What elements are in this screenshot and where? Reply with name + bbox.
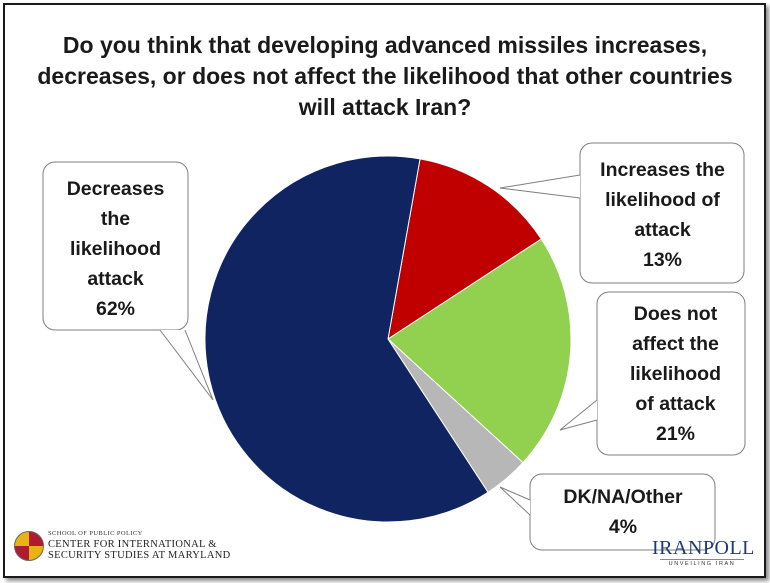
label-dk-na-other: DK/NA/Other 4% — [563, 486, 683, 538]
university-logo: SCHOOL OF PUBLIC POLICY CENTER FOR INTER… — [14, 528, 254, 568]
chart-title: Do you think that developing advanced mi… — [37, 32, 733, 120]
callout-decreases — [42, 161, 189, 331]
callout-decreases-pointer — [159, 329, 214, 401]
iranpoll-logo: IRANPOLL UNVEILING IRAN — [652, 537, 755, 568]
brand-tagline: UNVEILING IRAN — [660, 559, 744, 567]
slice-decreases — [204, 155, 489, 523]
seal-icon — [14, 531, 44, 561]
callout-increases — [579, 142, 745, 284]
slice-does-not-affect — [387, 238, 572, 464]
callout-dk-na-other-pointer — [499, 486, 531, 516]
label-does-not-affect: Does not affect the likelihood of attack… — [629, 303, 721, 445]
label-decreases: Decreases the likelihood attack 62% — [66, 178, 165, 320]
brand-name: IRANPOLL — [652, 537, 755, 559]
slice-increases — [387, 158, 542, 341]
school-name: SCHOOL OF PUBLIC POLICY — [48, 530, 143, 537]
center-name: CENTER FOR INTERNATIONAL & SECURITY STUD… — [48, 539, 231, 561]
callout-does-not-affect-pointer — [559, 399, 598, 431]
label-increases: Increases the likelihood of attack 13% — [600, 159, 725, 271]
callout-increases-pointer — [499, 174, 581, 199]
callout-does-not-affect — [596, 291, 746, 456]
